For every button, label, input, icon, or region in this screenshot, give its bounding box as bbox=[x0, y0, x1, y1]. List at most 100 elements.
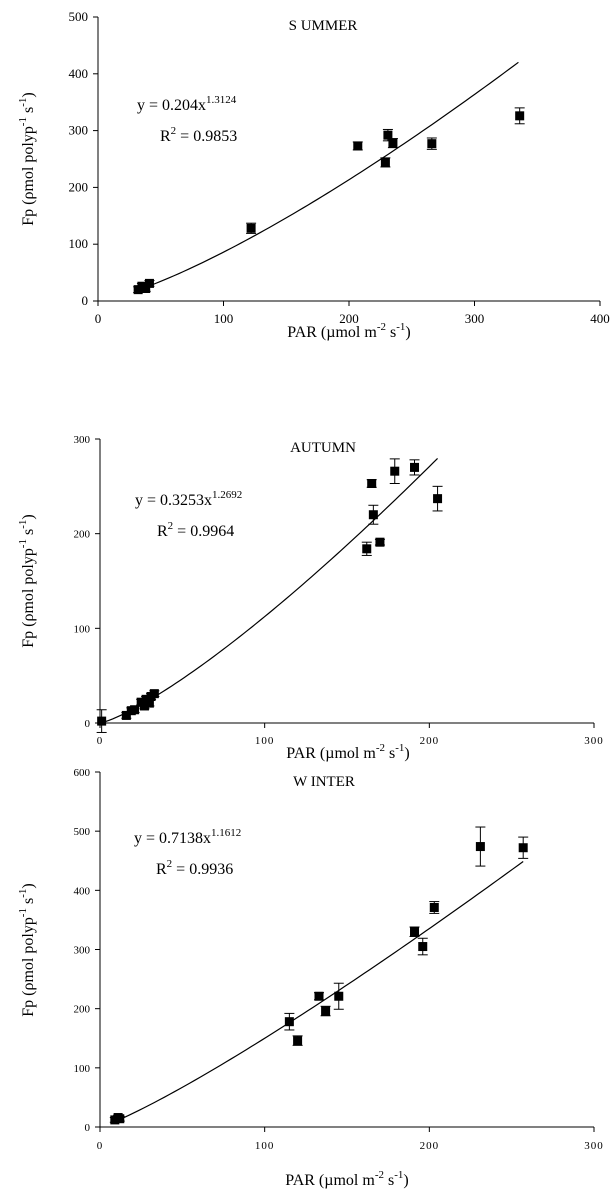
data-point bbox=[518, 836, 529, 859]
r-squared: R2 = 0.9853 bbox=[160, 125, 237, 145]
data-marker bbox=[368, 510, 378, 520]
x-label-sup: -1 bbox=[394, 1169, 403, 1181]
x-label-text: s bbox=[386, 324, 396, 341]
data-point bbox=[432, 485, 443, 512]
data-point bbox=[320, 1005, 331, 1017]
y-tick-label: 100 bbox=[74, 1063, 91, 1075]
y-label-text: s bbox=[20, 898, 37, 908]
x-label-text: PAR (µmol m bbox=[286, 745, 376, 762]
y-tick-label: 600 bbox=[74, 767, 91, 779]
y-tick-label: 0 bbox=[85, 1122, 91, 1134]
data-point bbox=[314, 991, 325, 1001]
data-point bbox=[409, 926, 420, 937]
r-squared-sup: 2 bbox=[167, 858, 173, 870]
y-label-text: ) bbox=[20, 92, 37, 97]
data-marker bbox=[388, 138, 398, 148]
data-marker bbox=[410, 462, 420, 472]
r-squared-symbol: R bbox=[157, 523, 168, 540]
data-point bbox=[366, 478, 377, 488]
data-point bbox=[380, 157, 391, 168]
x-label-text: s bbox=[384, 1172, 394, 1189]
y-label-text: Fp (ρmol polyp bbox=[20, 917, 37, 1017]
data-marker bbox=[246, 223, 256, 233]
data-point bbox=[114, 1114, 125, 1124]
data-point bbox=[514, 107, 525, 125]
x-tick-label: 300 bbox=[584, 1140, 604, 1152]
data-point bbox=[333, 982, 344, 1010]
x-tick-label: 200 bbox=[339, 311, 359, 326]
data-point bbox=[292, 1035, 303, 1046]
y-label-text: s bbox=[20, 107, 37, 117]
x-tick-label: 0 bbox=[97, 735, 104, 747]
r-squared-symbol: R bbox=[160, 128, 171, 145]
data-marker bbox=[383, 130, 393, 140]
y-tick-label: 300 bbox=[74, 434, 91, 446]
fit-equation: y = 0.204x1.3124 bbox=[137, 94, 237, 114]
x-label-text: PAR (µmol m bbox=[287, 324, 377, 341]
y-tick-label: 200 bbox=[74, 529, 91, 541]
equation-exponent: 1.2692 bbox=[212, 489, 242, 501]
y-label-sup: -1 bbox=[17, 520, 29, 529]
data-point bbox=[368, 504, 379, 525]
r-squared-sup: 2 bbox=[168, 520, 174, 532]
data-point bbox=[129, 705, 140, 715]
fit-equation: y = 0.7138x1.1612 bbox=[134, 827, 241, 847]
y-axis-label: Fp (ρmol polyp-1 s-1) bbox=[17, 883, 37, 1016]
y-label-sup: -1 bbox=[17, 908, 29, 917]
x-axis-label: PAR (µmol m-2 s-1) bbox=[286, 742, 409, 762]
panel-title: W INTER bbox=[293, 774, 355, 790]
y-label-text: ) bbox=[20, 883, 37, 888]
x-label-text: ) bbox=[405, 324, 410, 341]
fit-curve bbox=[135, 61, 519, 292]
data-marker bbox=[149, 689, 159, 699]
y-tick-label: 300 bbox=[69, 123, 89, 138]
x-tick-label: 200 bbox=[420, 1140, 440, 1152]
data-marker bbox=[429, 902, 439, 912]
y-tick-label: 100 bbox=[69, 236, 89, 251]
y-label-sup: -1 bbox=[17, 539, 29, 548]
equation-exponent: 1.1612 bbox=[211, 827, 241, 839]
data-marker bbox=[433, 494, 443, 504]
data-point bbox=[284, 1012, 295, 1031]
x-tick-label: 300 bbox=[465, 311, 485, 326]
data-point bbox=[429, 901, 440, 914]
y-tick-label: 0 bbox=[82, 293, 89, 308]
x-label-text: ) bbox=[403, 1172, 408, 1189]
x-label-text: ) bbox=[404, 745, 409, 762]
data-marker bbox=[375, 537, 385, 547]
equation-exponent: 1.3124 bbox=[206, 94, 237, 106]
x-tick-label: 100 bbox=[255, 735, 275, 747]
winter-panel: 0 100 200 300 400 500 600 0 100 200 300 W INTER y = … bbox=[17, 767, 604, 1189]
data-point bbox=[149, 689, 160, 699]
data-marker bbox=[121, 710, 131, 720]
panel-title: AUTUMN bbox=[290, 440, 356, 456]
r-squared-value: = 0.9936 bbox=[172, 861, 233, 878]
y-label-sup: -1 bbox=[17, 117, 29, 126]
x-tick-label: 0 bbox=[95, 311, 102, 326]
data-point bbox=[144, 278, 155, 288]
x-label-sup: -2 bbox=[376, 742, 385, 754]
r-squared-sup: 2 bbox=[171, 125, 177, 137]
data-marker bbox=[475, 842, 485, 852]
data-point bbox=[96, 709, 107, 733]
y-label-text: s bbox=[20, 529, 37, 539]
y-tick-label: 400 bbox=[74, 885, 91, 897]
data-marker bbox=[367, 478, 377, 488]
data-point bbox=[475, 826, 486, 867]
y-label-text: ) bbox=[20, 514, 37, 519]
x-label-sup: -1 bbox=[395, 742, 404, 754]
x-axis-label: PAR (µmol m-2 s-1) bbox=[287, 321, 410, 341]
data-marker bbox=[321, 1006, 331, 1016]
x-label-sup: -1 bbox=[396, 321, 405, 333]
x-tick-label: 0 bbox=[97, 1140, 104, 1152]
y-label-sup: -1 bbox=[17, 889, 29, 898]
y-axis-label: Fp (ρmol polyp-1 s-1) bbox=[17, 514, 37, 647]
r-squared: R2 = 0.9964 bbox=[157, 520, 234, 540]
x-label-sup: -2 bbox=[377, 321, 386, 333]
data-marker bbox=[390, 466, 400, 476]
data-marker bbox=[97, 716, 107, 726]
x-label-text: s bbox=[385, 745, 395, 762]
data-point bbox=[387, 138, 398, 149]
r-squared: R2 = 0.9936 bbox=[156, 858, 233, 878]
x-tick-label: 400 bbox=[590, 311, 610, 326]
